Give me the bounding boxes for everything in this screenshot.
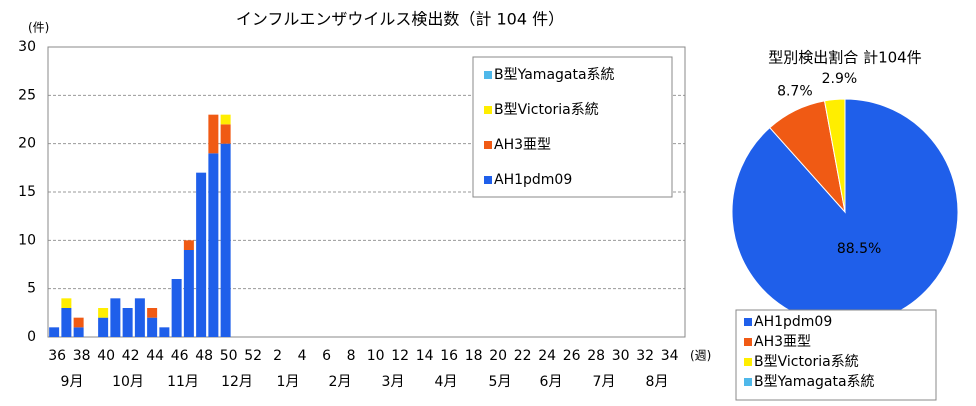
- bar-segment: [183, 250, 194, 337]
- x-tick-label: 20: [489, 348, 507, 364]
- x-tick-label: 36: [48, 348, 66, 364]
- x-tick-label: 50: [220, 348, 238, 364]
- x-tick-label: 18: [465, 348, 483, 364]
- x-axis-label: (週): [690, 349, 711, 363]
- bar-segment: [147, 317, 158, 337]
- month-label: 5月: [489, 374, 512, 390]
- bar-segment: [61, 298, 72, 308]
- y-tick-label: 25: [18, 87, 36, 103]
- bar-segment: [98, 317, 109, 337]
- x-tick-label: 40: [97, 348, 115, 364]
- x-tick-label: 12: [391, 348, 409, 364]
- bar-segment: [220, 143, 231, 337]
- x-tick-label: 34: [661, 348, 679, 364]
- y-axis-label: (件): [28, 21, 49, 35]
- x-tick-label: 22: [514, 348, 532, 364]
- bar-segment: [220, 114, 231, 125]
- bar-segment: [220, 124, 231, 144]
- bar-segment: [110, 298, 121, 337]
- legend-swatch: [484, 71, 492, 79]
- legend-label: B型Yamagata系統: [494, 67, 615, 83]
- bar-segment: [73, 327, 84, 337]
- month-label: 1月: [277, 374, 300, 390]
- bar-segment: [208, 114, 219, 154]
- bar-segment: [159, 327, 170, 337]
- x-tick-label: 42: [122, 348, 140, 364]
- bar-segment: [134, 298, 145, 337]
- pie-value-label: 88.5%: [837, 241, 881, 257]
- bar-segment: [122, 308, 133, 337]
- x-tick-label: 26: [563, 348, 581, 364]
- bar-segment: [196, 172, 207, 337]
- legend-label: B型Yamagata系統: [754, 374, 875, 390]
- pie-slice: [823, 98, 846, 213]
- legend-swatch: [484, 176, 492, 184]
- bar-segment: [73, 317, 84, 328]
- bar-segment: [147, 308, 158, 318]
- x-tick-label: 8: [347, 348, 356, 364]
- x-tick-label: 30: [612, 348, 630, 364]
- x-tick-label: 48: [195, 348, 213, 364]
- legend-swatch: [744, 358, 752, 366]
- chart-title: インフルエンザウイルス検出数（計 104 件）: [236, 10, 564, 29]
- plot-border: [47, 46, 686, 338]
- month-label: 6月: [540, 374, 563, 390]
- month-label: 9月: [61, 374, 84, 390]
- bar-segment: [61, 308, 72, 337]
- x-tick-label: 24: [538, 348, 556, 364]
- y-tick-label: 0: [27, 329, 36, 345]
- x-tick-label: 16: [440, 348, 458, 364]
- legend-box: [472, 56, 673, 198]
- legend-label: B型Victoria系統: [754, 354, 859, 370]
- legend-swatch: [744, 338, 752, 346]
- x-tick-label: 10: [367, 348, 385, 364]
- bar-segment: [171, 279, 182, 337]
- y-tick-label: 30: [18, 39, 36, 55]
- legend-label: AH3亜型: [754, 334, 811, 350]
- pie-legend-box: [735, 309, 937, 401]
- month-label: 10月: [112, 374, 144, 390]
- month-label: 7月: [593, 374, 616, 390]
- legend-swatch: [484, 141, 492, 149]
- x-tick-label: 46: [171, 348, 189, 364]
- pie-title: 型別検出割合 計104件: [768, 49, 921, 67]
- x-tick-label: 28: [587, 348, 605, 364]
- legend-label: B型Victoria系統: [494, 102, 599, 118]
- x-tick-label: 6: [322, 348, 331, 364]
- legend-label: AH3亜型: [494, 137, 551, 153]
- x-tick-label: 52: [244, 348, 262, 364]
- legend-swatch: [744, 318, 752, 326]
- legend-swatch: [744, 378, 752, 386]
- bar-segment: [183, 240, 194, 250]
- bar-segment: [208, 153, 219, 337]
- month-label: 12月: [221, 374, 253, 390]
- legend-label: AH1pdm09: [754, 314, 832, 330]
- y-tick-label: 10: [18, 232, 36, 248]
- month-label: 11月: [167, 374, 199, 390]
- bar-segment: [98, 308, 109, 318]
- legend-swatch: [484, 106, 492, 114]
- x-tick-label: 2: [273, 348, 282, 364]
- x-tick-label: 4: [298, 348, 307, 364]
- month-label: 2月: [329, 374, 352, 390]
- y-tick-label: 15: [18, 184, 36, 200]
- legend-label: AH1pdm09: [494, 172, 572, 188]
- month-label: 3月: [382, 374, 405, 390]
- x-tick-label: 44: [146, 348, 164, 364]
- x-tick-label: 14: [416, 348, 434, 364]
- month-label: 8月: [646, 374, 669, 390]
- month-label: 4月: [435, 374, 458, 390]
- y-tick-label: 20: [18, 136, 36, 152]
- x-tick-label: 32: [636, 348, 654, 364]
- bar-segment: [49, 327, 60, 337]
- x-tick-label: 38: [73, 348, 91, 364]
- pie-value-label: 8.7%: [777, 83, 813, 99]
- pie-value-label: 2.9%: [822, 71, 858, 87]
- y-tick-label: 5: [27, 281, 36, 297]
